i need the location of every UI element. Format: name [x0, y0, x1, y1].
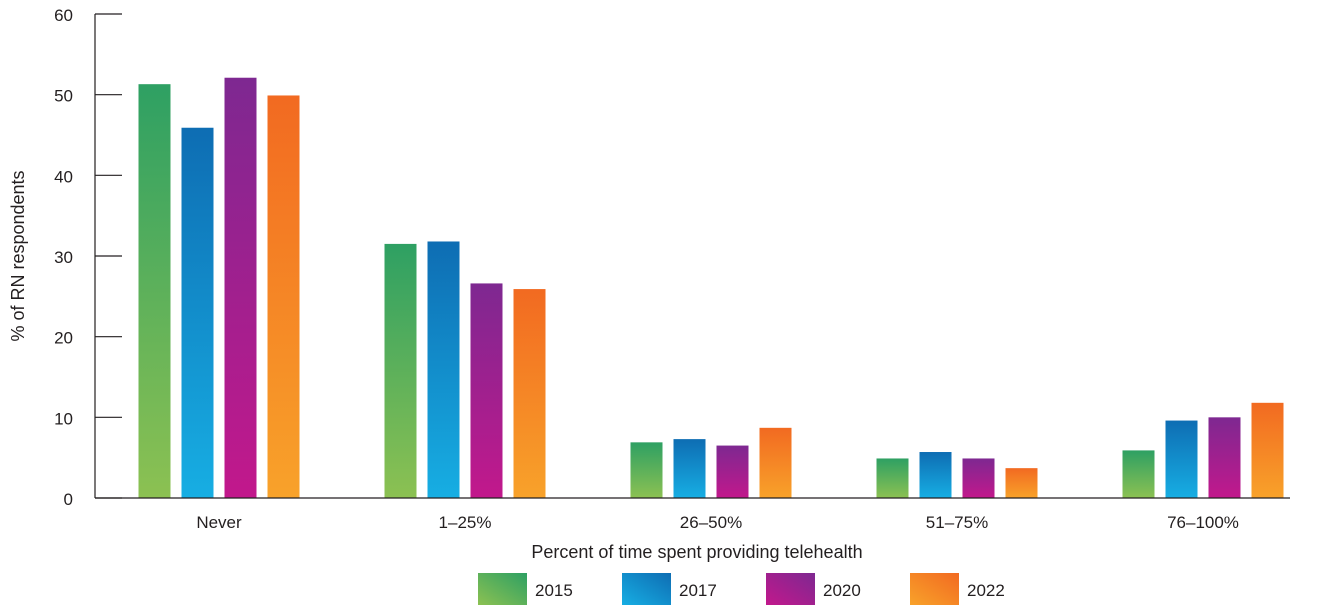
y-tick-label: 20	[54, 329, 73, 348]
y-tick-label: 0	[64, 490, 73, 509]
bar-2015	[138, 84, 171, 499]
x-category-label: 26–50%	[680, 513, 742, 532]
legend: 2015 2017 2020 2022	[478, 573, 1005, 605]
bar-2020	[470, 283, 503, 498]
legend-swatch-2017	[622, 573, 671, 605]
bar-2015	[630, 442, 663, 498]
bar-2020	[716, 445, 749, 498]
x-category-label: 1–25%	[439, 513, 492, 532]
x-category-label: 51–75%	[926, 513, 988, 532]
legend-swatch-2020	[766, 573, 815, 605]
bar-2022	[267, 95, 300, 499]
bar-2017	[181, 127, 214, 499]
x-category-label: Never	[196, 513, 242, 532]
legend-item: 2020	[766, 573, 861, 605]
bar-2020	[1208, 417, 1241, 498]
y-tick-label: 60	[54, 6, 73, 25]
bar-2020	[962, 458, 995, 498]
legend-label: 2017	[679, 581, 717, 600]
bar-2022	[513, 289, 546, 498]
bars	[138, 77, 1284, 499]
bar-2022	[1005, 468, 1038, 498]
legend-label: 2022	[967, 581, 1005, 600]
bar-2015	[876, 458, 909, 498]
legend-label: 2015	[535, 581, 573, 600]
y-axis-title: % of RN respondents	[8, 170, 28, 341]
y-tick-label: 40	[54, 167, 73, 186]
legend-swatch-2015	[478, 573, 527, 605]
legend-label: 2020	[823, 581, 861, 600]
bar-2022	[759, 427, 792, 498]
bar-2020	[224, 77, 257, 498]
y-tick-label: 10	[54, 409, 73, 428]
legend-item: 2015	[478, 573, 573, 605]
x-axis: Never 1–25% 26–50% 51–75% 76–100%	[95, 497, 1290, 532]
bar-2015	[1122, 450, 1155, 498]
bar-2017	[673, 439, 706, 498]
y-tick-label: 30	[54, 248, 73, 267]
bar-2015	[384, 243, 417, 498]
bar-2022	[1251, 402, 1284, 498]
bar-2017	[1165, 420, 1198, 498]
x-category-label: 76–100%	[1167, 513, 1239, 532]
x-axis-title: Percent of time spent providing teleheal…	[531, 542, 862, 562]
bar-2017	[919, 452, 952, 498]
legend-item: 2017	[622, 573, 717, 605]
y-tick-label: 50	[54, 87, 73, 106]
legend-swatch-2022	[910, 573, 959, 605]
bar-2017	[427, 241, 460, 499]
y-axis: 0 10 20 30 40 50 60	[54, 6, 122, 509]
legend-item: 2022	[910, 573, 1005, 605]
